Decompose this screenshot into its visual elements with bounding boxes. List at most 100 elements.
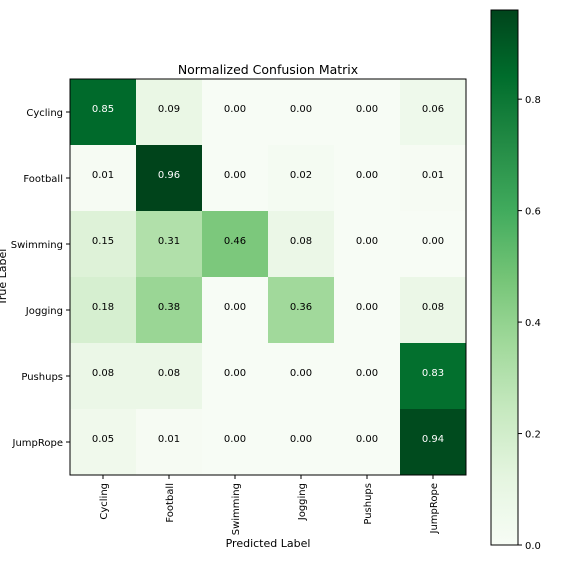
matrix-cell-value: 0.00: [290, 434, 312, 445]
matrix-cell: [268, 211, 334, 277]
matrix-cell: [334, 343, 400, 409]
colorbar-tick-label: 0.8: [525, 95, 541, 106]
colorbar: [490, 9, 519, 546]
matrix-cell-value: 0.00: [224, 302, 246, 313]
matrix-cell-value: 0.00: [224, 434, 246, 445]
x-tick-label: Jogging: [297, 483, 308, 521]
matrix-cell-value: 0.08: [92, 368, 114, 379]
matrix-cell: [202, 343, 268, 409]
x-tick-label: JumpRope: [429, 483, 440, 535]
matrix-cell: [202, 79, 268, 145]
matrix-cell-value: 0.00: [224, 368, 246, 379]
matrix-cell-value: 0.36: [290, 302, 312, 313]
matrix-cell-value: 0.15: [92, 236, 114, 247]
x-axis-label: Predicted Label: [226, 537, 311, 550]
matrix-cell: [70, 277, 136, 343]
x-axis-ticks: Cycling Football Swimming Jogging Pushups Jum…: [99, 475, 440, 535]
y-axis-label: True Label: [0, 249, 9, 307]
matrix-cell: [334, 145, 400, 211]
x-tick-label: Football: [165, 483, 176, 523]
matrix-cell: [268, 79, 334, 145]
matrix-cell-value: 0.05: [92, 434, 114, 445]
matrix-cell: [334, 79, 400, 145]
matrix-cell: [70, 79, 136, 145]
matrix-cell: [136, 211, 202, 277]
matrix-cell-value: 0.38: [158, 302, 180, 313]
matrix-cell-value: 0.01: [158, 434, 180, 445]
matrix-cell-value: 0.08: [158, 368, 180, 379]
matrix-cell: [400, 277, 466, 343]
matrix-cell: [400, 409, 466, 475]
matrix-cell-value: 0.00: [356, 368, 378, 379]
matrix-cell-value: 0.83: [422, 368, 444, 379]
matrix-cell-value: 0.94: [422, 434, 444, 445]
matrix-cell: [268, 343, 334, 409]
matrix-cell: [268, 145, 334, 211]
y-tick-label: JumpRope: [12, 438, 64, 449]
matrix-cell: [70, 409, 136, 475]
colorbar-tick-label: 0.4: [525, 318, 541, 329]
matrix-frame: [69, 78, 467, 476]
matrix-cell-value: 0.02: [290, 170, 312, 181]
colorbar-tick-label: 0.2: [525, 430, 541, 441]
matrix-cell-value: 0.31: [158, 236, 180, 247]
matrix-cell-value: 0.46: [224, 236, 246, 247]
matrix-cell: [334, 409, 400, 475]
colorbar-tick-label: 0.0: [525, 541, 541, 552]
matrix-cell: [136, 409, 202, 475]
matrix-cells: [70, 79, 466, 475]
matrix-cell-value: 0.00: [290, 104, 312, 115]
matrix-cell: [70, 343, 136, 409]
matrix-cell: [268, 409, 334, 475]
x-tick-label: Swimming: [231, 483, 242, 535]
matrix-cell: [400, 211, 466, 277]
matrix-cell-value: 0.18: [92, 302, 114, 313]
y-tick-label: Swimming: [11, 240, 63, 251]
matrix-cell-value: 0.01: [92, 170, 114, 181]
y-axis-ticks: Cycling Football Swimming Jogging Pushups Jum…: [11, 108, 70, 449]
matrix-cell-value: 0.85: [92, 104, 114, 115]
y-tick-label: Jogging: [25, 306, 63, 317]
matrix-cell-value: 0.00: [356, 236, 378, 247]
matrix-cell: [136, 79, 202, 145]
matrix-cell-value: 0.00: [356, 434, 378, 445]
matrix-cell-value: 0.00: [290, 368, 312, 379]
matrix-cell-value: 0.08: [290, 236, 312, 247]
matrix-cell-value: 0.96: [158, 170, 180, 181]
matrix-cell: [136, 343, 202, 409]
matrix-cell-value: 0.00: [224, 104, 246, 115]
y-tick-label: Pushups: [21, 372, 63, 383]
matrix-cell: [334, 211, 400, 277]
matrix-cell-value: 0.00: [422, 236, 444, 247]
matrix-cell: [334, 277, 400, 343]
y-tick-label: Cycling: [26, 108, 63, 119]
matrix-cell: [400, 79, 466, 145]
matrix-cell-value: 0.00: [356, 104, 378, 115]
matrix-cell-value: 0.00: [356, 302, 378, 313]
matrix-cell: [136, 277, 202, 343]
matrix-cell-values: 0.85 0.09 0.00 0.00 0.00 0.06 0.01 0.96 0.00 0.02…: [92, 104, 444, 445]
matrix-cell-value: 0.09: [158, 104, 180, 115]
colorbar-tick-label: 0.6: [525, 207, 541, 218]
matrix-cell: [70, 145, 136, 211]
matrix-cell-value: 0.01: [422, 170, 444, 181]
matrix-cell: [202, 409, 268, 475]
matrix-cell-value: 0.00: [356, 170, 378, 181]
matrix-cell: [400, 343, 466, 409]
matrix-cell-value: 0.00: [224, 170, 246, 181]
matrix-cell: [268, 277, 334, 343]
matrix-cell: [202, 145, 268, 211]
matrix-cell: [202, 277, 268, 343]
matrix-cell: [202, 211, 268, 277]
y-tick-label: Football: [23, 174, 63, 185]
x-tick-label: Pushups: [363, 483, 374, 525]
matrix-cell-value: 0.06: [422, 104, 444, 115]
matrix-cell: [400, 145, 466, 211]
chart-title: Normalized Confusion Matrix: [178, 62, 358, 77]
x-tick-label: Cycling: [99, 483, 110, 520]
matrix-cell: [70, 211, 136, 277]
matrix-cell: [136, 145, 202, 211]
matrix-cell-value: 0.08: [422, 302, 444, 313]
